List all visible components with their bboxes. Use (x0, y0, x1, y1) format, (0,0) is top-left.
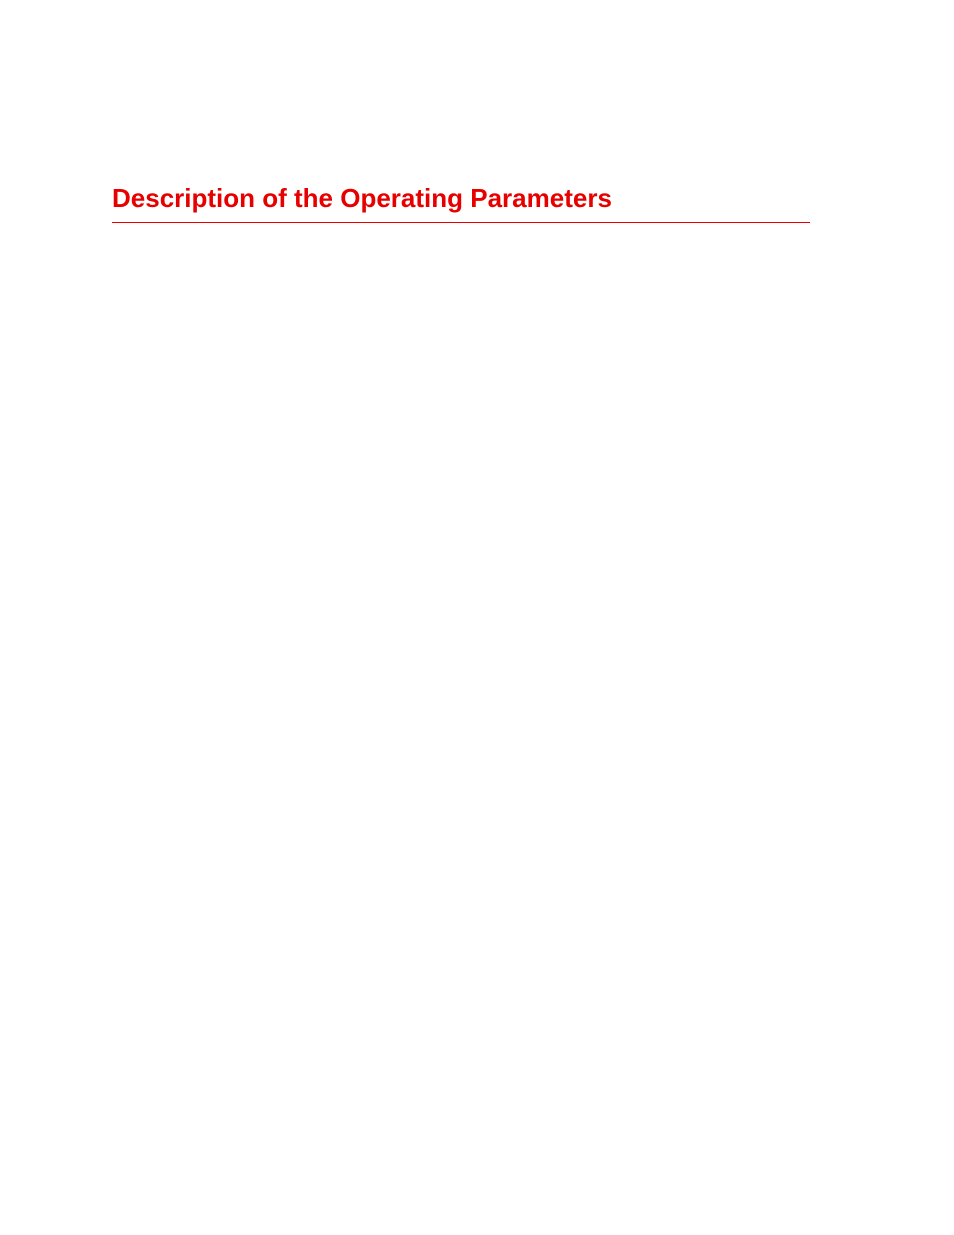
section-heading: Description of the Operating Parameters (112, 183, 810, 222)
section-heading-rule (112, 222, 810, 223)
section-heading-block: Description of the Operating Parameters (112, 183, 810, 223)
page: Description of the Operating Parameters (0, 0, 954, 1235)
